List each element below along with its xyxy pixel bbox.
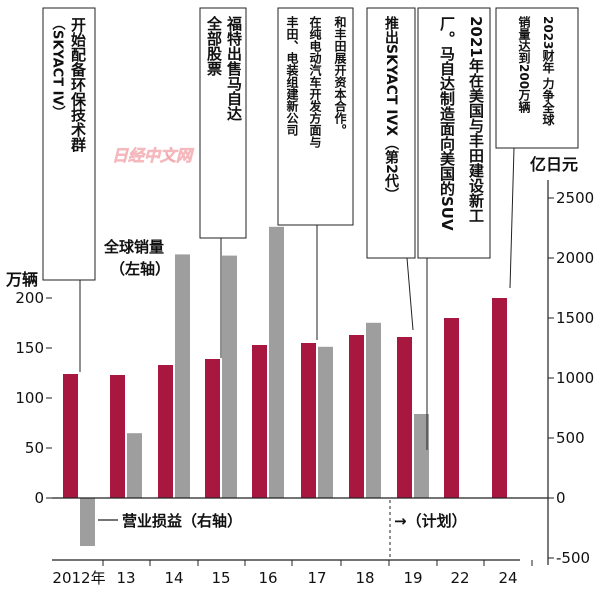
sales-bar <box>252 345 267 498</box>
x-tick-label: 13 <box>116 569 135 587</box>
callout-19b-line1: 2021年在美国与丰田建设新工 <box>467 16 485 223</box>
watermark: 日经中文网 <box>112 146 195 165</box>
right-tick-label: 1000 <box>556 369 594 387</box>
x-tick-label: 16 <box>258 569 277 587</box>
callout-17-line3: 丰田、电装组建新公司 <box>285 15 299 137</box>
callout-2012-line1: 开始配备环保技术群 <box>69 17 87 153</box>
sales-bar <box>397 337 412 498</box>
right-tick-label: 0 <box>556 489 566 507</box>
callout-15-line2: 全部股票 <box>205 15 223 77</box>
x-tick-label: 17 <box>307 569 326 587</box>
callout-2012-line2: （SKYACT IV） <box>50 17 67 119</box>
x-tick-label: 24 <box>498 569 517 587</box>
sales-bar <box>158 365 173 498</box>
profit-bar <box>222 255 237 498</box>
profit-bar <box>366 322 381 498</box>
profit-bar <box>80 498 95 546</box>
callout-24-line2: 销量达到200万辆 <box>517 15 531 114</box>
callout-19b: 2021年在美国与丰田建设新工 厂。马自达制造面向美国的SUV <box>417 7 491 450</box>
sales-bar <box>492 298 507 498</box>
sales-bar <box>110 375 125 498</box>
right-tick-label: 2000 <box>556 249 594 267</box>
right-tick-label: 500 <box>556 429 585 447</box>
x-tick-label: 2012年 <box>52 569 105 587</box>
profit-bar <box>269 226 284 499</box>
sales-bar <box>205 359 220 498</box>
callout-19b-line2: 厂。马自达制造面向美国的SUV <box>438 16 456 231</box>
plan-label: →（计划） <box>394 512 467 530</box>
label-layer: 2012年 13 14 15 16 17 18 19 22 24 0 50 100 150 200 -500 0… <box>15 189 594 587</box>
callout-17-line1: 和丰田展开资本合作。 <box>333 15 347 136</box>
x-tick-label: 14 <box>164 569 183 587</box>
right-tick-label: -500 <box>556 549 590 567</box>
sales-bar <box>349 335 364 498</box>
left-tick-label: 200 <box>15 289 44 307</box>
legend-sales-line2: （左轴） <box>110 260 170 278</box>
left-tick-label: 100 <box>15 389 44 407</box>
left-tick-label: 0 <box>34 489 44 507</box>
sales-bar <box>63 374 78 498</box>
callout-15: 福特出售马自达 全部股票 <box>199 7 247 358</box>
sales-bar <box>444 318 459 498</box>
callout-17: 和丰田展开资本合作。 在纯电动汽车开发方面与 丰田、电装组建新公司 <box>277 7 354 340</box>
profit-bar <box>414 414 429 498</box>
callout-15-line1: 福特出售马自达 <box>225 15 243 121</box>
left-tick-label: 50 <box>25 439 44 457</box>
x-tick-label: 15 <box>211 569 230 587</box>
right-tick-label: 1500 <box>556 309 594 327</box>
callout-2012: 开始配备环保技术群 （SKYACT IV） <box>42 7 96 372</box>
sales-bar <box>301 343 316 498</box>
legend-profit: 营业损益（右轴） <box>122 512 242 530</box>
callout-19: 推出SKYACT IVX（第2代） <box>366 7 416 331</box>
x-tick-label: 19 <box>403 569 422 587</box>
callout-19-line1: 推出SKYACT IVX（第2代） <box>383 15 400 202</box>
left-axis-unit: 万辆 <box>5 270 38 289</box>
x-tick-label: 22 <box>450 569 469 587</box>
left-tick-label: 150 <box>15 339 44 357</box>
legend-sales-line1: 全球销量 <box>103 238 164 256</box>
profit-bar <box>175 254 190 498</box>
x-tick-label: 18 <box>355 569 374 587</box>
callout-17-line2: 在纯电动汽车开发方面与 <box>308 15 322 149</box>
profit-bar <box>127 433 142 498</box>
right-axis-unit: 亿日元 <box>530 155 578 174</box>
bar-layer <box>63 226 507 546</box>
right-tick-label: 2500 <box>556 189 594 207</box>
callout-24-line1: 2023财年 力争全球 <box>541 16 555 126</box>
profit-bar <box>318 346 333 498</box>
callout-24: 2023财年 力争全球 销量达到200万辆 <box>495 7 579 289</box>
